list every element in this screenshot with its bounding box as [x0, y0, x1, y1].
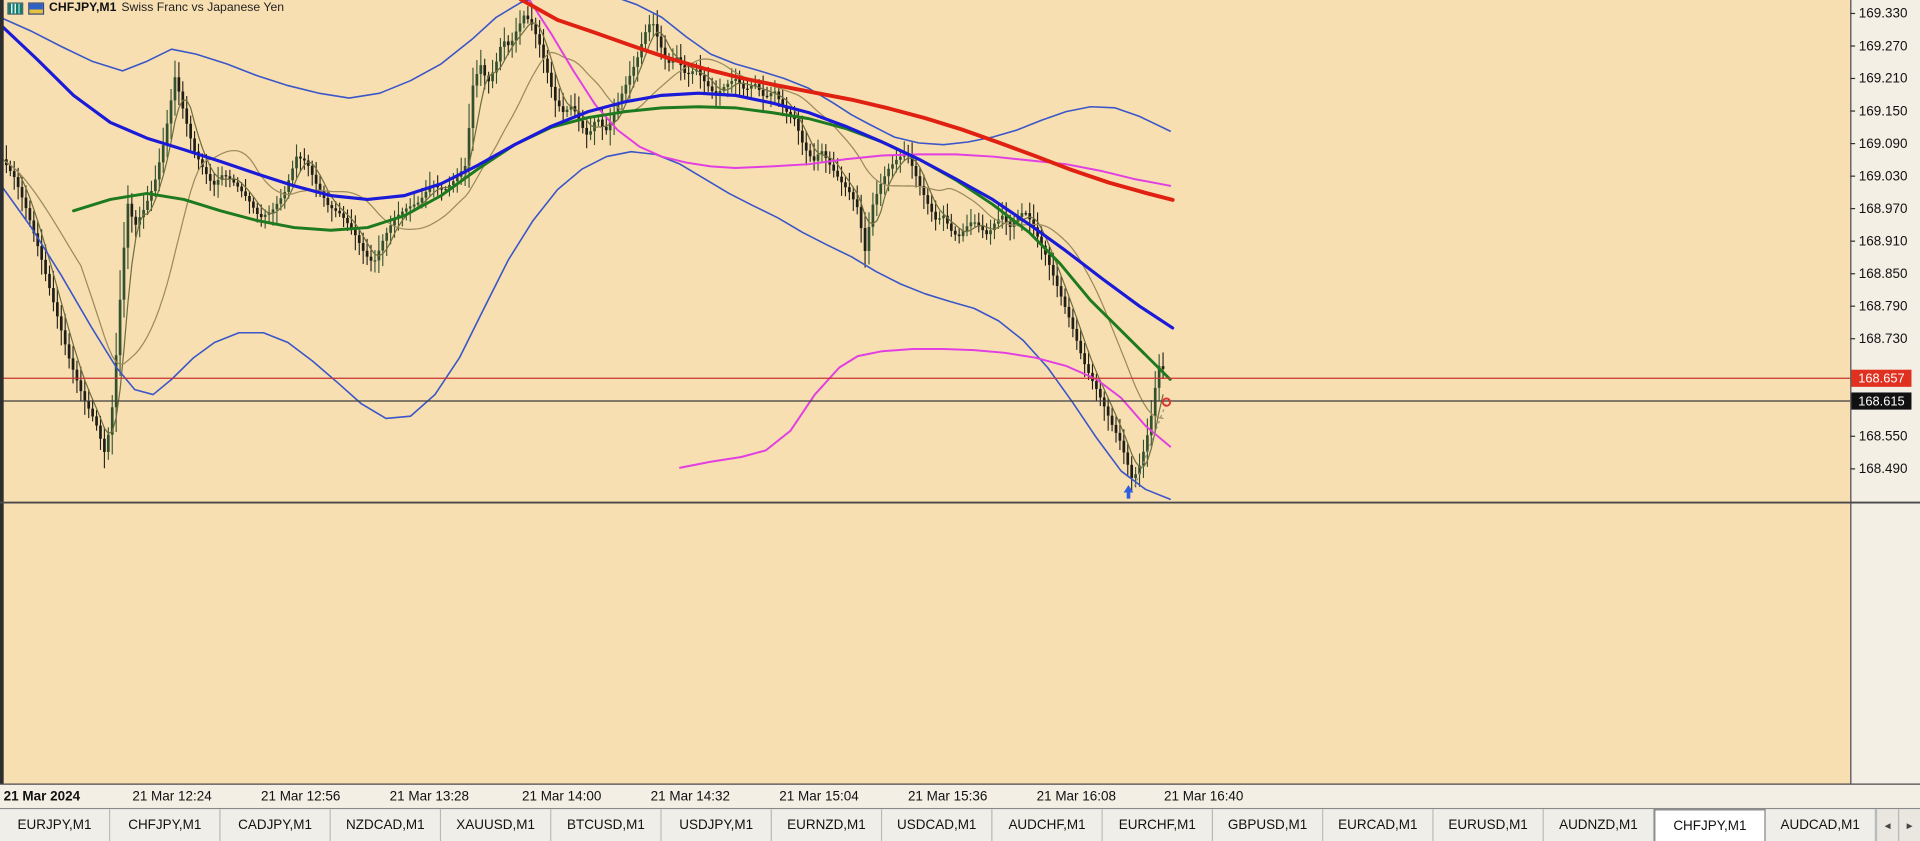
time-axis-label: 21 Mar 12:24: [132, 789, 212, 804]
chart-tab-usdjpy-m1[interactable]: USDJPY,M1: [661, 809, 772, 841]
price-scale-label: 169.270: [1859, 38, 1908, 53]
chart-tab-audnzd-m1[interactable]: AUDNZD,M1: [1543, 809, 1655, 841]
time-axis-label: 21 Mar 15:04: [779, 789, 859, 804]
time-axis-label: 21 Mar 2024: [4, 789, 81, 804]
price-scale-label: 169.150: [1859, 103, 1908, 118]
ma-green-line: [72, 105, 1172, 381]
chart-tab-chfjpy-m1[interactable]: CHFJPY,M1: [110, 809, 221, 841]
window-left-edge: [0, 0, 4, 784]
bid-price-badge: [1851, 392, 1912, 410]
price-scale: 169.330 169.270 169.210 169.150 169.090 169.0…: [1850, 6, 1907, 476]
tabs-scroll-left-button[interactable]: ◄: [1875, 809, 1898, 841]
chart-tab-eurusd-m1[interactable]: EURUSD,M1: [1433, 809, 1544, 841]
time-axis-label: 21 Mar 14:00: [522, 789, 601, 804]
price-scale-label: 168.970: [1859, 201, 1908, 216]
bollinger-lower-line: [0, 150, 1171, 501]
ma-red-line: [518, 0, 1175, 202]
ma-medium-line: [1, 51, 1164, 420]
price-scale-label: 169.030: [1859, 168, 1908, 183]
chart-tab-usdcad-m1[interactable]: USDCAD,M1: [882, 809, 993, 841]
trendline-end-dot: [1161, 397, 1172, 407]
price-scale-background: [1850, 0, 1920, 784]
chart-window[interactable]: 169.330 169.270 169.210 169.150 169.090 169.0…: [0, 0, 1920, 808]
price-scale-label: 168.730: [1859, 331, 1908, 346]
price-scale-label: 168.910: [1859, 233, 1908, 248]
ma-blue-line: [0, 22, 1175, 330]
mini-chart-icon-green[interactable]: [7, 2, 24, 15]
chart-tab-eurjpy-m1[interactable]: EURJPY,M1: [0, 809, 111, 841]
tabs-scroll-right-button[interactable]: ►: [1897, 809, 1920, 841]
chevron-right-icon: ►: [1904, 819, 1915, 831]
chart-tab-eurnzd-m1[interactable]: EURNZD,M1: [771, 809, 883, 841]
time-axis: 21 Mar 2024 21 Mar 12:24 21 Mar 12:56 21 Ma…: [4, 789, 1244, 804]
envelope-lower-magenta-line: [679, 348, 1172, 469]
price-scale-label: 169.210: [1859, 71, 1908, 86]
time-axis-label: 21 Mar 13:28: [390, 789, 469, 804]
chart-tab-cadjpy-m1[interactable]: CADJPY,M1: [220, 809, 331, 841]
chart-tab-gbpusd-m1[interactable]: GBPUSD,M1: [1213, 809, 1324, 841]
ask-price-badge: [1851, 369, 1912, 387]
chart-tab-chfjpy-m1-active[interactable]: CHFJPY,M1: [1654, 809, 1766, 841]
chart-symbol-title: CHFJPY,M1: [49, 1, 117, 15]
chart-symbol-description: Swiss Franc vs Japanese Yen: [121, 1, 285, 15]
price-scale-label: 169.090: [1859, 136, 1908, 151]
chart-tab-nzdcad-m1[interactable]: NZDCAD,M1: [330, 809, 442, 841]
bid-price-badge-label: 168.615: [1858, 393, 1904, 408]
chart-plot-background: [0, 0, 1851, 784]
chart-tab-audchf-m1[interactable]: AUDCHF,M1: [992, 809, 1103, 841]
buy-arrow-marker: [1123, 485, 1134, 499]
chart-tab-eurcad-m1[interactable]: EURCAD,M1: [1323, 809, 1434, 841]
time-axis-label: 21 Mar 16:08: [1037, 789, 1116, 804]
dotted-trendline: [1134, 401, 1168, 487]
time-axis-label: 21 Mar 15:36: [908, 789, 987, 804]
chevron-left-icon: ◄: [1882, 819, 1893, 831]
chart-symbol-header: CHFJPY,M1 Swiss Franc vs Japanese Yen: [7, 1, 284, 16]
chart-tabs: EURJPY,M1 CHFJPY,M1 CADJPY,M1 NZDCAD,M1 XAUU…: [0, 809, 1876, 841]
chart-tab-eurchf-m1[interactable]: EURCHF,M1: [1102, 809, 1214, 841]
time-axis-label: 21 Mar 14:32: [651, 789, 730, 804]
chart-tab-audcad-m1[interactable]: AUDCAD,M1: [1765, 809, 1876, 841]
time-axis-label: 21 Mar 16:40: [1164, 789, 1243, 804]
time-axis-background: [0, 783, 1920, 808]
price-scale-label: 168.790: [1859, 298, 1908, 313]
price-scale-label: 169.330: [1859, 6, 1908, 21]
ask-price-badge-label: 168.657: [1858, 371, 1904, 386]
price-chart-canvas[interactable]: 169.330 169.270 169.210 169.150 169.090 169.0…: [0, 0, 1920, 808]
chart-tab-btcusd-m1[interactable]: BTCUSD,M1: [551, 809, 662, 841]
time-axis-label: 21 Mar 12:56: [261, 789, 340, 804]
price-scale-label: 168.850: [1859, 266, 1908, 281]
chart-tabs-bar: EURJPY,M1 CHFJPY,M1 CADJPY,M1 NZDCAD,M1 XAUU…: [0, 807, 1920, 841]
price-scale-label: 168.550: [1859, 429, 1908, 444]
price-scale-label: 168.490: [1859, 461, 1908, 476]
chart-tab-xauusd-m1[interactable]: XAUUSD,M1: [441, 809, 552, 841]
mini-chart-icon-blue[interactable]: [28, 2, 45, 15]
